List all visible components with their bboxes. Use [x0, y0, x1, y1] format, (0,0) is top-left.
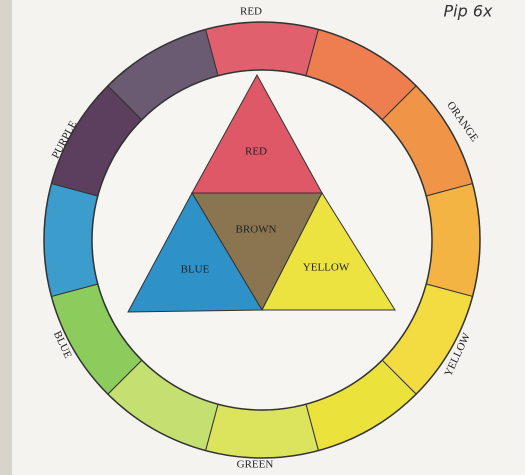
ring-segment: [44, 184, 98, 297]
wheel-label: RED: [240, 6, 262, 18]
ring-segment: [426, 184, 480, 297]
triangle-label: YELLOW: [303, 262, 350, 274]
triangle-label: BROWN: [236, 224, 277, 236]
ring-segment: [206, 22, 319, 76]
handwritten-note: Pip 6x: [444, 2, 494, 21]
color-wheel-photo: RED BROWN BLUE YELLOW RED ORANGE YELLOW …: [0, 0, 525, 475]
paper-edge: [0, 0, 12, 475]
triangle-label: BLUE: [181, 264, 210, 276]
triangle-label: RED: [245, 146, 267, 158]
wheel-label: GREEN: [237, 459, 274, 471]
ring-segment: [206, 404, 319, 458]
